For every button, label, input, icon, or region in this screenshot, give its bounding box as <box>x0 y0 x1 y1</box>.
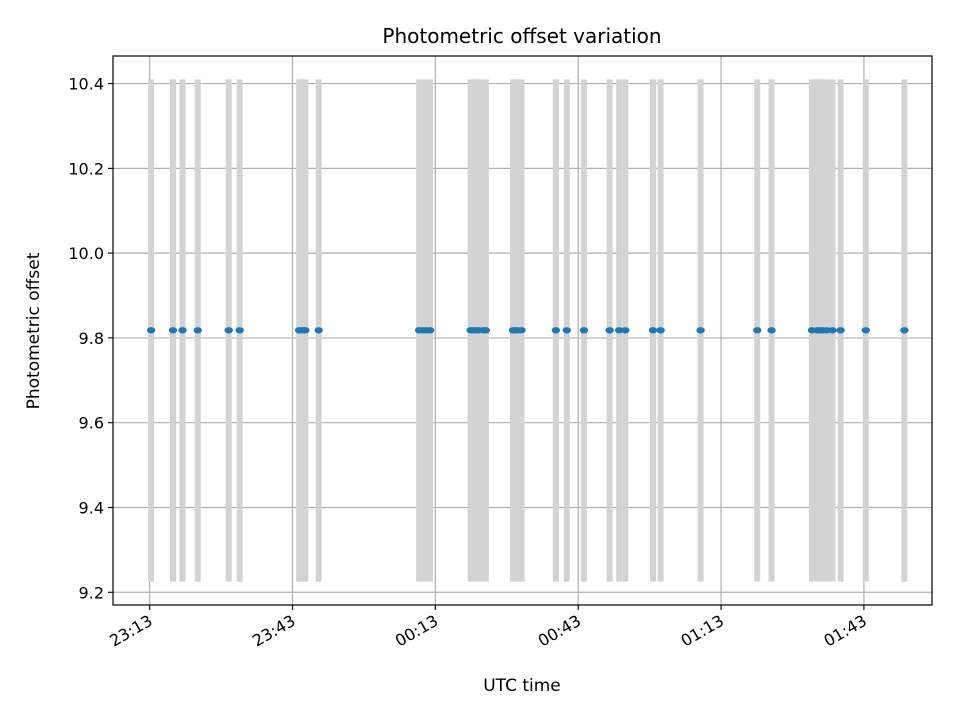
plot-frame <box>112 55 933 606</box>
y-axis-ticks: 9.2 9.4 9.6 9.8 10.0 10.2 10.4 <box>68 75 113 602</box>
data-point <box>551 327 561 334</box>
data-point <box>836 327 845 334</box>
y-tick-label: 9.4 <box>79 498 104 517</box>
x-axis-title: UTC time <box>483 676 561 696</box>
data-point <box>828 327 837 334</box>
data-point <box>178 327 187 334</box>
data-point <box>146 327 156 334</box>
data-point <box>696 327 705 334</box>
data-point <box>656 327 665 334</box>
y-axis-title: Photometric offset <box>24 252 44 409</box>
data-point <box>224 327 233 334</box>
y-tick-label: 10.0 <box>68 244 104 263</box>
data-point <box>168 327 178 334</box>
data-point <box>314 327 323 334</box>
chart-title: Photometric offset variation <box>382 24 661 48</box>
y-tick-label: 10.2 <box>68 159 104 178</box>
y-tick-label: 9.8 <box>79 329 104 348</box>
data-point <box>193 327 202 334</box>
data-point <box>517 327 526 334</box>
y-tick-label: 9.6 <box>79 414 104 433</box>
data-point <box>861 327 871 334</box>
data-point <box>481 327 491 334</box>
data-point <box>614 327 624 334</box>
data-point <box>235 327 244 334</box>
data-point <box>753 327 762 334</box>
data-point <box>425 327 435 334</box>
data-point <box>900 327 909 334</box>
data-point <box>301 327 310 334</box>
data-point <box>621 327 630 334</box>
data-point <box>605 327 614 334</box>
data-point <box>767 327 776 334</box>
data-point <box>648 327 658 334</box>
data-points <box>146 327 909 334</box>
y-tick-label: 10.4 <box>68 75 104 94</box>
y-tick-label: 9.2 <box>79 583 104 602</box>
data-point <box>562 327 571 334</box>
data-point <box>579 327 589 334</box>
